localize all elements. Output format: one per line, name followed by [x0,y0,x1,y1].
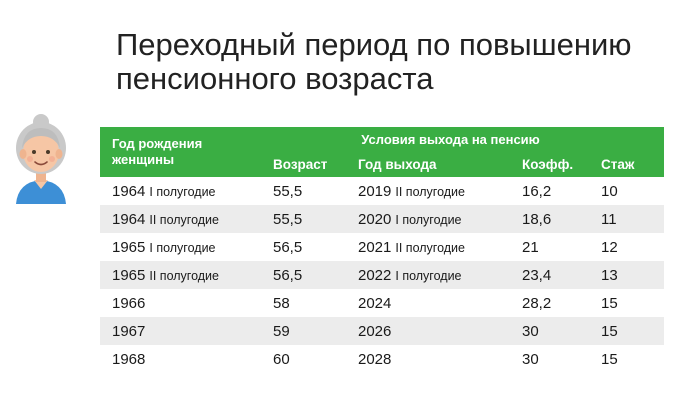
cell-tenure: 15 [601,294,618,312]
cell-age: 56,5 [267,261,351,289]
cell-exit-year: 2026 [351,317,514,345]
page-title-line-2: пенсионного возраста [116,61,434,96]
table-row: 1965 I полугодие 56,5 2021 II полугодие 21… [100,233,664,261]
header-retirement-conditions: Условия выхода на пенсию [267,127,665,152]
cell-tenure: 12 [601,238,618,256]
elderly-woman-icon [16,114,66,204]
cell-exit-year: 2021 II полугодие [358,238,465,256]
cell-birth-year: 1966 [112,294,146,312]
header-tenure: Стаж [596,152,665,177]
cell-tenure: 15 [601,350,618,368]
cell-birth-year: 1964 II полугодие [100,205,267,233]
cell-coefficient: 23,4 [514,261,596,289]
table-row: 1967 59 2026 30 15 [100,317,665,345]
cell-age: 55,5 [273,182,303,200]
table-row: 1965 II полугодие 56,5 2022 I полугодие 23… [100,261,665,289]
cell-age: 60 [273,350,290,368]
cell-age: 56,5 [273,238,303,256]
cell-tenure: 13 [596,261,665,289]
cell-age: 58 [273,294,290,312]
table-row: 1964 II полугодие 55,5 2020 I полугодие 18… [100,205,665,233]
page-title-line-1: Переходный период по повышению [116,27,632,62]
cell-coefficient: 30 [514,317,596,345]
table-row: 1968 60 2028 30 15 [100,345,664,373]
cell-exit-year: 2020 I полугодие [351,205,514,233]
cell-coefficient: 28,2 [522,294,552,312]
cell-exit-year: 2019 II полугодие [358,182,465,200]
cell-birth-year: 1967 [100,317,267,345]
cell-age: 59 [267,317,351,345]
header-coefficient: Коэфф. [514,152,596,177]
cell-coefficient: 18,6 [514,205,596,233]
header-exit-year: Год выхода [351,152,514,177]
table-row: 1966 58 2024 28,2 15 [100,289,664,317]
page-title: Переходный период по повышению пенсионно… [116,28,656,96]
cell-coefficient: 21 [522,238,539,256]
cell-birth-year: 1964 I полугодие [112,182,216,200]
cell-age: 55,5 [267,205,351,233]
cell-birth-year: 1968 [112,350,146,368]
cell-coefficient: 30 [522,350,539,368]
header-birth-year: Год рождения женщины [100,127,267,177]
cell-exit-year: 2028 [358,350,392,368]
cell-exit-year: 2022 I полугодие [351,261,514,289]
cell-exit-year: 2024 [358,294,392,312]
cell-tenure: 11 [596,205,665,233]
cell-birth-year: 1965 II полугодие [100,261,267,289]
cell-tenure: 10 [601,182,618,200]
header-age: Возраст [267,152,351,177]
cell-tenure: 15 [596,317,665,345]
cell-coefficient: 16,2 [522,182,552,200]
cell-birth-year: 1965 I полугодие [112,238,216,256]
table-row: 1964 I полугодие 55,5 2019 II полугодие 16… [100,177,664,205]
retirement-transition-table: Год рождения женщины Условия выхода на п… [100,127,665,373]
